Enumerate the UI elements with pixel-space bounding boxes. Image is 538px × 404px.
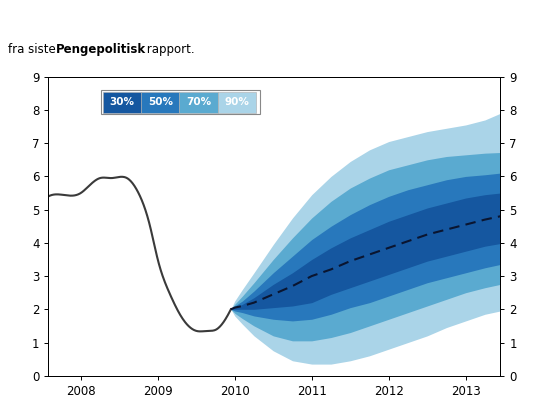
Text: rapport.: rapport. (143, 42, 194, 56)
Bar (103, 92, 141, 113)
Text: 50%: 50% (148, 97, 173, 107)
Text: 90%: 90% (225, 97, 250, 107)
Bar (101, 90, 260, 114)
Text: 70%: 70% (186, 97, 211, 107)
Text: fra siste: fra siste (8, 42, 60, 56)
Bar (218, 92, 256, 113)
Text: 30%: 30% (109, 97, 134, 107)
Bar (180, 92, 218, 113)
Text: Pengepolitisk: Pengepolitisk (55, 42, 146, 56)
Bar (141, 92, 180, 113)
